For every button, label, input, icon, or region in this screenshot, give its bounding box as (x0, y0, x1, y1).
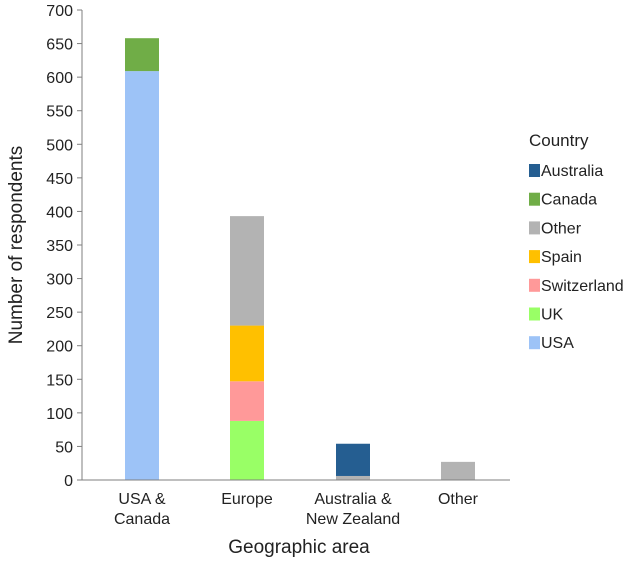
y-tick-label: 350 (46, 238, 73, 255)
y-tick-label: 600 (46, 70, 73, 87)
bar-segment-uk (230, 420, 264, 480)
legend-title: Country (529, 131, 589, 150)
x-tick-label-line: Australia & (314, 491, 392, 508)
bar-segment-australia (336, 443, 370, 476)
legend: Country Australia Canada Other Spain Switzer… (529, 131, 624, 352)
x-axis-title: Geographic area (228, 537, 370, 558)
legend-label-other: Other (541, 220, 582, 237)
bar-segment-switzerland (230, 381, 264, 421)
legend-swatch-other (529, 221, 540, 235)
legend-label-canada: Canada (541, 192, 597, 209)
legend-swatch-spain (529, 250, 540, 264)
bar-segment-other (230, 216, 264, 326)
y-tick-label: 200 (46, 339, 73, 356)
y-tick-label: 500 (46, 137, 73, 154)
x-tick-label: Europe (221, 491, 273, 508)
bar-segment-usa (125, 71, 159, 480)
y-tick-label: 250 (46, 305, 73, 322)
y-axis-ticks: 0 50 100 150 200 250 300 350 400 450 500 550 600 650 7… (46, 3, 82, 490)
y-tick-label: 100 (46, 406, 73, 423)
y-tick-label: 650 (46, 37, 73, 54)
legend-swatch-canada (529, 192, 540, 206)
bar-segment-other (336, 475, 370, 480)
legend-swatch-uk (529, 307, 540, 321)
y-tick-label: 50 (55, 439, 73, 456)
y-tick-label: 300 (46, 272, 73, 289)
legend-items: Australia Canada Other Spain Switzerland UK US… (529, 163, 624, 352)
legend-swatch-australia (529, 164, 540, 177)
legend-label-usa: USA (541, 335, 574, 352)
x-tick-label-line: Europe (221, 491, 273, 508)
x-tick-label-line: Canada (114, 511, 170, 528)
x-tick-label-line: USA & (118, 491, 165, 508)
legend-label-australia: Australia (541, 163, 603, 180)
bars-layer (125, 38, 475, 480)
y-tick-label: 700 (46, 3, 73, 20)
legend-swatch-usa (529, 336, 540, 350)
x-tick-label-line: New Zealand (306, 511, 400, 528)
x-tick-label: USA & Canada (114, 491, 170, 528)
y-tick-label: 0 (64, 473, 73, 490)
legend-label-spain: Spain (541, 249, 582, 266)
legend-swatch-switzerland (529, 278, 540, 292)
x-tick-label: Other (438, 491, 479, 508)
x-axis-ticks: USA & Canada Europe Australia & New Zealand O… (114, 491, 479, 528)
x-tick-label-line: Other (438, 491, 479, 508)
y-tick-label: 400 (46, 204, 73, 221)
bar-segment-canada (125, 38, 159, 72)
y-tick-label: 150 (46, 372, 73, 389)
y-tick-label: 450 (46, 171, 73, 188)
legend-label-uk: UK (541, 307, 564, 324)
y-tick-label: 550 (46, 104, 73, 121)
legend-label-switzerland: Switzerland (541, 278, 624, 295)
x-tick-label: Australia & New Zealand (306, 491, 400, 528)
y-axis-title: Number of respondents (6, 146, 27, 345)
bar-segment-spain (230, 325, 264, 382)
bar-segment-other (441, 461, 475, 480)
